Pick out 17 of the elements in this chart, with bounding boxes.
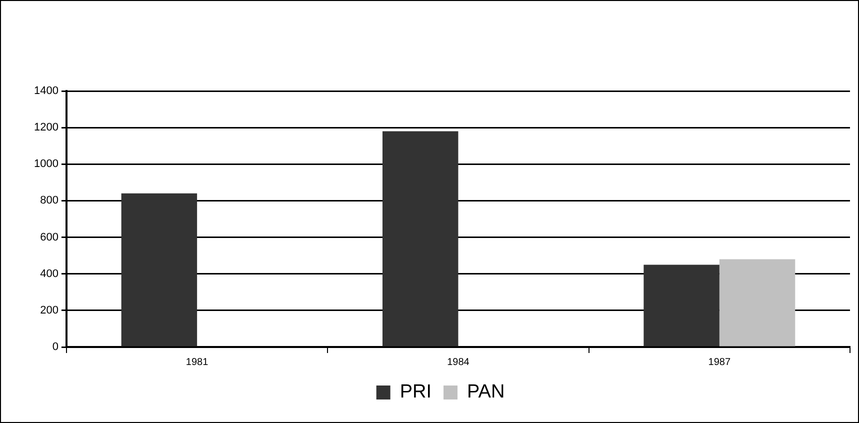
legend-label: PRI [400, 382, 432, 403]
bar [382, 131, 458, 346]
y-tick-label: 600 [40, 231, 58, 244]
x-tick-label: 1984 [447, 356, 470, 368]
legend-label: PAN [467, 382, 505, 403]
bar [644, 264, 720, 346]
y-tick-label: 400 [40, 268, 58, 280]
y-tick-label: 200 [40, 304, 58, 316]
y-tick-label: 800 [40, 194, 58, 207]
x-tick-label: 1987 [708, 356, 731, 368]
x-tick-label: 1981 [186, 356, 209, 368]
bar [121, 193, 198, 346]
y-tick-label: 0 [52, 341, 58, 354]
y-tick-label: 1200 [34, 122, 58, 134]
y-tick-label: 1400 [34, 85, 58, 98]
y-tick-label: 1000 [34, 158, 58, 170]
bar [719, 259, 796, 346]
